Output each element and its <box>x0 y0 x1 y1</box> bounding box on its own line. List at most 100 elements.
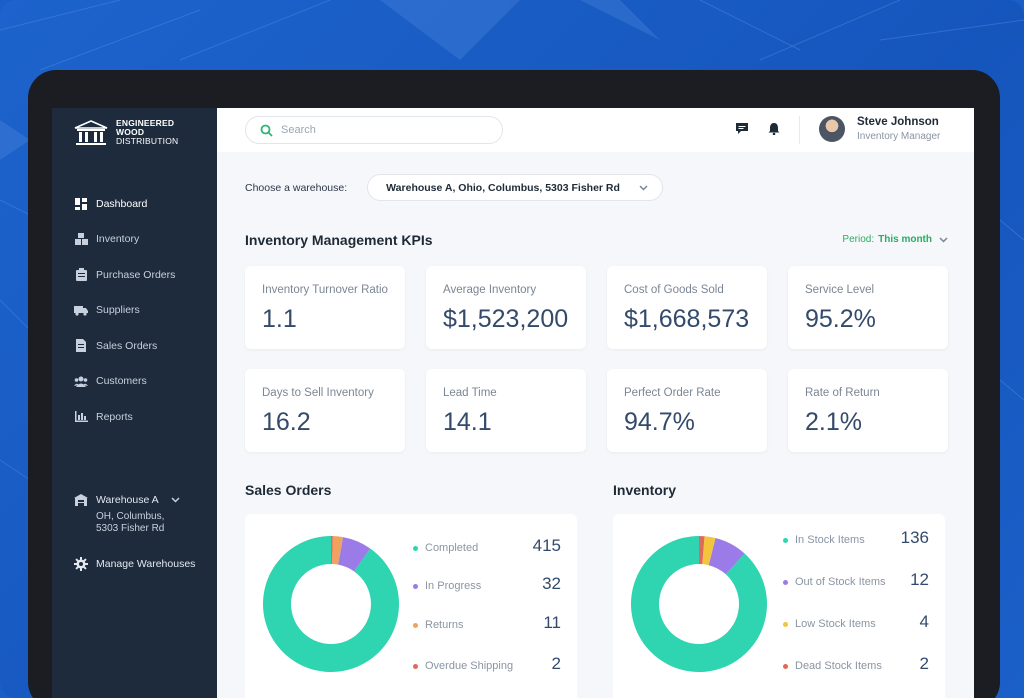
warehouse-logo-icon <box>74 119 108 145</box>
legend-item-in-stock[interactable]: In Stock Items <box>783 534 865 546</box>
sidebar-item-inventory[interactable]: Inventory <box>74 222 175 258</box>
clipboard-icon <box>74 268 88 282</box>
legend-value: 2 <box>551 654 561 673</box>
kpi-label: Days to Sell Inventory <box>262 387 374 399</box>
legend-value: 12 <box>910 570 929 589</box>
chevron-down-icon <box>939 236 948 243</box>
search-placeholder: Search <box>281 124 316 136</box>
sidebar-item-customers[interactable]: Customers <box>74 364 175 400</box>
kpi-value: 14.1 <box>443 408 492 436</box>
legend-item-dead-stock[interactable]: Dead Stock Items <box>783 660 882 672</box>
kpi-label: Lead Time <box>443 387 497 399</box>
chat-icon[interactable] <box>735 122 751 138</box>
donut-slice[interactable] <box>331 536 333 565</box>
legend-item-overdue-shipping[interactable]: Overdue Shipping <box>413 660 513 672</box>
warehouse-address-line-2: 5303 Fisher Rd <box>96 523 165 534</box>
legend-dot <box>783 537 788 543</box>
donut-slice[interactable] <box>338 537 371 572</box>
gear-icon <box>74 557 88 571</box>
choose-warehouse-label: Choose a warehouse: <box>245 181 348 194</box>
kpi-card[interactable]: Cost of Goods Sold $1,668,573 <box>607 266 767 349</box>
period-label: Period: <box>842 234 875 245</box>
document-icon <box>74 339 88 353</box>
kpi-card[interactable]: Average Inventory $1,523,200 <box>426 266 586 349</box>
brand-line-1: ENGINEERED <box>116 118 175 128</box>
kpi-card[interactable]: Lead Time 14.1 <box>426 369 586 452</box>
sidebar-item-sales-orders[interactable]: Sales Orders <box>74 328 175 364</box>
users-icon <box>74 374 88 388</box>
kpi-section-title: Inventory Management KPIs <box>245 232 433 248</box>
donut-slice[interactable] <box>332 536 344 565</box>
kpi-card[interactable]: Rate of Return 2.1% <box>788 369 948 452</box>
donut-slice[interactable] <box>631 536 767 672</box>
legend-label: Returns <box>425 619 464 631</box>
legend-label: Dead Stock Items <box>795 660 882 672</box>
donut-slice[interactable] <box>263 536 399 672</box>
sidebar-item-label: Reports <box>96 410 133 423</box>
sidebar-item-dashboard[interactable]: Dashboard <box>74 186 175 222</box>
kpi-value: 95.2% <box>805 305 876 333</box>
kpi-value: $1,523,200 <box>443 305 569 333</box>
legend-dot <box>783 621 788 627</box>
inventory-donut[interactable] <box>629 534 769 674</box>
bell-icon[interactable] <box>768 122 784 138</box>
legend-item-low-stock[interactable]: Low Stock Items <box>783 618 876 630</box>
current-warehouse[interactable]: Warehouse A OH, Columbus, 5303 Fisher Rd <box>74 493 180 535</box>
sidebar-item-label: Purchase Orders <box>96 268 176 281</box>
sales-orders-donut[interactable] <box>261 534 401 674</box>
avatar[interactable] <box>819 116 845 142</box>
kpi-card[interactable]: Days to Sell Inventory 16.2 <box>245 369 405 452</box>
kpi-card[interactable]: Perfect Order Rate 94.7% <box>607 369 767 452</box>
donut-slice[interactable] <box>708 538 745 575</box>
sidebar-item-label: Dashboard <box>96 197 148 210</box>
legend-item-returns[interactable]: Returns <box>413 619 464 631</box>
legend-dot <box>413 583 418 589</box>
legend-label: Overdue Shipping <box>425 660 514 672</box>
donut-slice[interactable] <box>702 536 716 566</box>
search-input[interactable]: Search <box>245 116 503 144</box>
sidebar-item-reports[interactable]: Reports <box>74 399 175 435</box>
kpi-value: 1.1 <box>262 305 297 333</box>
kpi-value: 16.2 <box>262 408 311 436</box>
chevron-down-icon[interactable] <box>171 494 180 506</box>
sidebar-item-label: Suppliers <box>96 304 140 317</box>
legend-item-out-of-stock[interactable]: Out of Stock Items <box>783 576 885 588</box>
legend-value: 11 <box>543 613 561 632</box>
warehouse-address: OH, Columbus, 5303 Fisher Rd <box>96 511 180 535</box>
sales-orders-title: Sales Orders <box>245 482 332 498</box>
legend-item-completed[interactable]: Completed <box>413 542 478 554</box>
kpi-card[interactable]: Service Level 95.2% <box>788 266 948 349</box>
user-menu[interactable]: Steve Johnson Inventory Manager <box>819 116 940 142</box>
legend-item-in-progress[interactable]: In Progress <box>413 580 481 592</box>
legend-dot <box>783 663 788 669</box>
app-screen: ENGINEERED WOOD DISTRIBUTION Dashboard I… <box>52 108 974 698</box>
kpi-label: Perfect Order Rate <box>624 387 721 399</box>
user-name: Steve Johnson <box>857 116 939 128</box>
search-icon <box>260 124 273 137</box>
sidebar-nav: Dashboard Inventory Purchase Orders Supp… <box>74 186 175 435</box>
legend-dot <box>783 579 788 585</box>
legend-label: Out of Stock Items <box>795 576 886 588</box>
warehouse-select[interactable]: Warehouse A, Ohio, Columbus, 5303 Fisher… <box>367 174 664 201</box>
period-value: This month <box>878 234 932 245</box>
legend-value: 415 <box>532 536 561 555</box>
manage-warehouses-link[interactable]: Manage Warehouses <box>74 557 195 571</box>
brand-logo[interactable]: ENGINEERED WOOD DISTRIBUTION <box>74 119 178 146</box>
donut-slice[interactable] <box>699 536 705 565</box>
sidebar-item-purchase-orders[interactable]: Purchase Orders <box>74 257 175 293</box>
legend-label: Completed <box>425 542 479 554</box>
sidebar-item-suppliers[interactable]: Suppliers <box>74 293 175 329</box>
warehouse-select-value: Warehouse A, Ohio, Columbus, 5303 Fisher… <box>386 181 620 194</box>
legend-value: 2 <box>919 654 929 673</box>
brand-line-2: WOOD <box>116 127 145 137</box>
manage-warehouses-label: Manage Warehouses <box>96 558 196 570</box>
kpi-card[interactable]: Inventory Turnover Ratio 1.1 <box>245 266 405 349</box>
sidebar: ENGINEERED WOOD DISTRIBUTION Dashboard I… <box>52 108 217 698</box>
inventory-panel: In Stock Items 136 Out of Stock Items 12… <box>613 514 945 698</box>
kpi-label: Inventory Turnover Ratio <box>262 284 388 296</box>
legend-dot <box>413 622 418 628</box>
period-selector[interactable]: Period: This month <box>842 234 948 245</box>
legend-label: In Progress <box>425 580 482 592</box>
kpi-value: 2.1% <box>805 408 862 436</box>
